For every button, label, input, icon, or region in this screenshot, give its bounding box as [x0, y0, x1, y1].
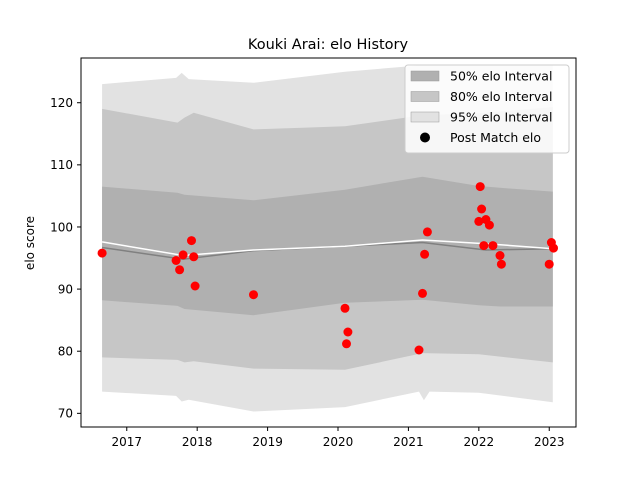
- y-tick-label: 110: [50, 158, 73, 172]
- y-tick-label: 100: [50, 220, 73, 234]
- post-match-elo-point: [187, 236, 196, 246]
- post-match-elo-point: [342, 339, 351, 349]
- post-match-elo-point: [418, 288, 427, 298]
- post-match-elo-point: [178, 250, 188, 260]
- x-tick-label: 2018: [182, 435, 213, 449]
- x-tick-label: 2022: [464, 435, 495, 449]
- post-match-elo-point: [479, 241, 489, 251]
- legend-marker-post-match-elo: [420, 132, 430, 143]
- post-match-elo-point: [422, 227, 432, 237]
- post-match-elo-point: [477, 204, 487, 214]
- legend-label: 95% elo Interval: [450, 109, 552, 124]
- legend-swatch-50pct-elo-interval: [410, 70, 440, 82]
- post-match-elo-point: [474, 216, 484, 226]
- post-match-elo-point: [249, 290, 258, 300]
- y-axis-label: elo score: [23, 216, 37, 270]
- x-tick-label: 2017: [111, 435, 142, 449]
- post-match-elo-point: [175, 265, 185, 275]
- y-tick-label: 90: [58, 282, 73, 296]
- post-match-elo-point: [488, 241, 498, 251]
- x-tick-label: 2020: [323, 435, 354, 449]
- legend: 50% elo Interval 80% elo Interval 95% elo …: [404, 64, 570, 154]
- post-match-elo-point: [97, 248, 107, 258]
- axes: 2017 2018 2019 2020 2021 2022 2023 70 80 90 100 110…: [50, 57, 577, 449]
- post-match-elo-point: [414, 345, 424, 355]
- y-tick-label: 80: [58, 345, 73, 359]
- post-match-elo-point: [420, 249, 430, 259]
- post-match-elo-point: [340, 303, 350, 313]
- plot-frame: [80, 57, 577, 428]
- y-tick-label: 70: [58, 407, 73, 421]
- chart-title: Kouki Arai: elo History: [248, 37, 409, 53]
- post-match-elo-point: [190, 281, 200, 291]
- post-match-elo-point: [549, 243, 558, 253]
- legend-label: 50% elo Interval: [450, 68, 552, 83]
- post-match-elo-point: [496, 259, 506, 269]
- legend-swatch-80pct-elo-interval: [410, 91, 440, 102]
- x-tick-label: 2023: [534, 435, 565, 449]
- x-tick-label: 2019: [252, 435, 283, 449]
- legend-swatch-95pct-elo-interval: [410, 111, 440, 123]
- post-match-elo-point: [544, 259, 554, 269]
- post-match-elo-point: [495, 251, 505, 260]
- legend-box: [404, 64, 570, 154]
- x-tick-label: 2021: [393, 435, 424, 449]
- legend-label: Post Match elo: [450, 130, 541, 145]
- post-match-elo-point: [343, 327, 353, 337]
- post-match-elo-point: [171, 256, 181, 265]
- post-match-elo-point: [189, 252, 199, 262]
- post-match-elo-point: [475, 182, 485, 192]
- 50pct-elo-interval-band: [102, 176, 553, 316]
- legend-label: 80% elo Interval: [450, 89, 552, 104]
- post-match-elo-point: [484, 220, 494, 230]
- y-tick-label: 120: [50, 96, 73, 110]
